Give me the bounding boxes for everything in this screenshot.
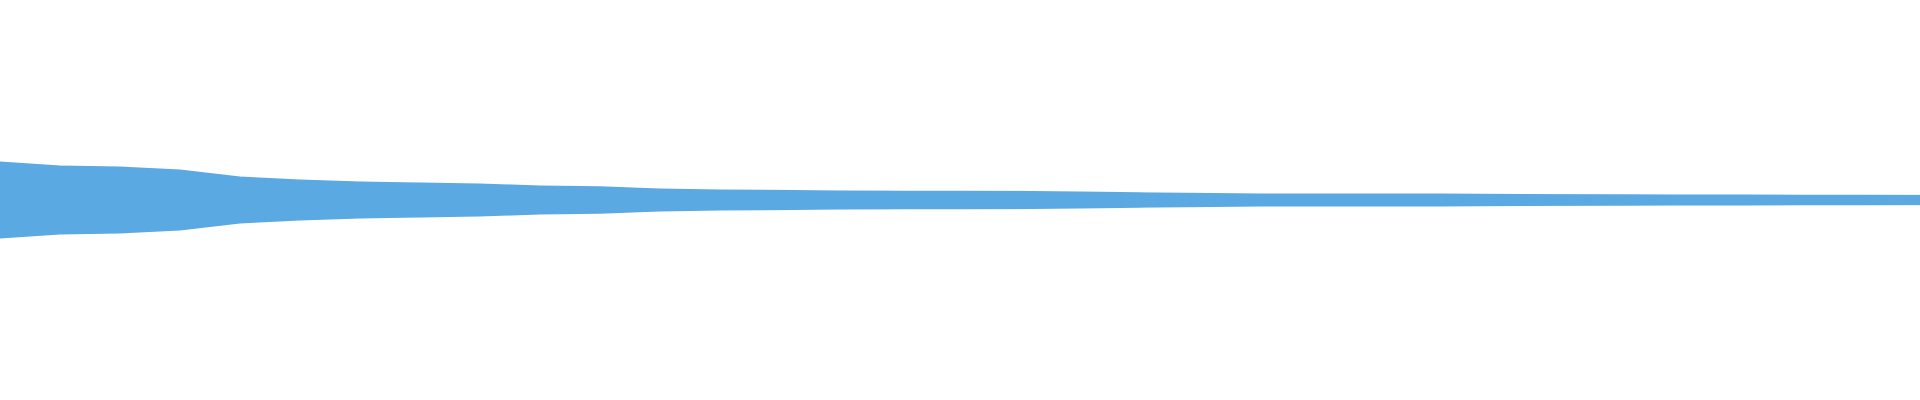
waveform-upper	[0, 161, 1920, 201]
waveform-lower	[0, 199, 1920, 239]
